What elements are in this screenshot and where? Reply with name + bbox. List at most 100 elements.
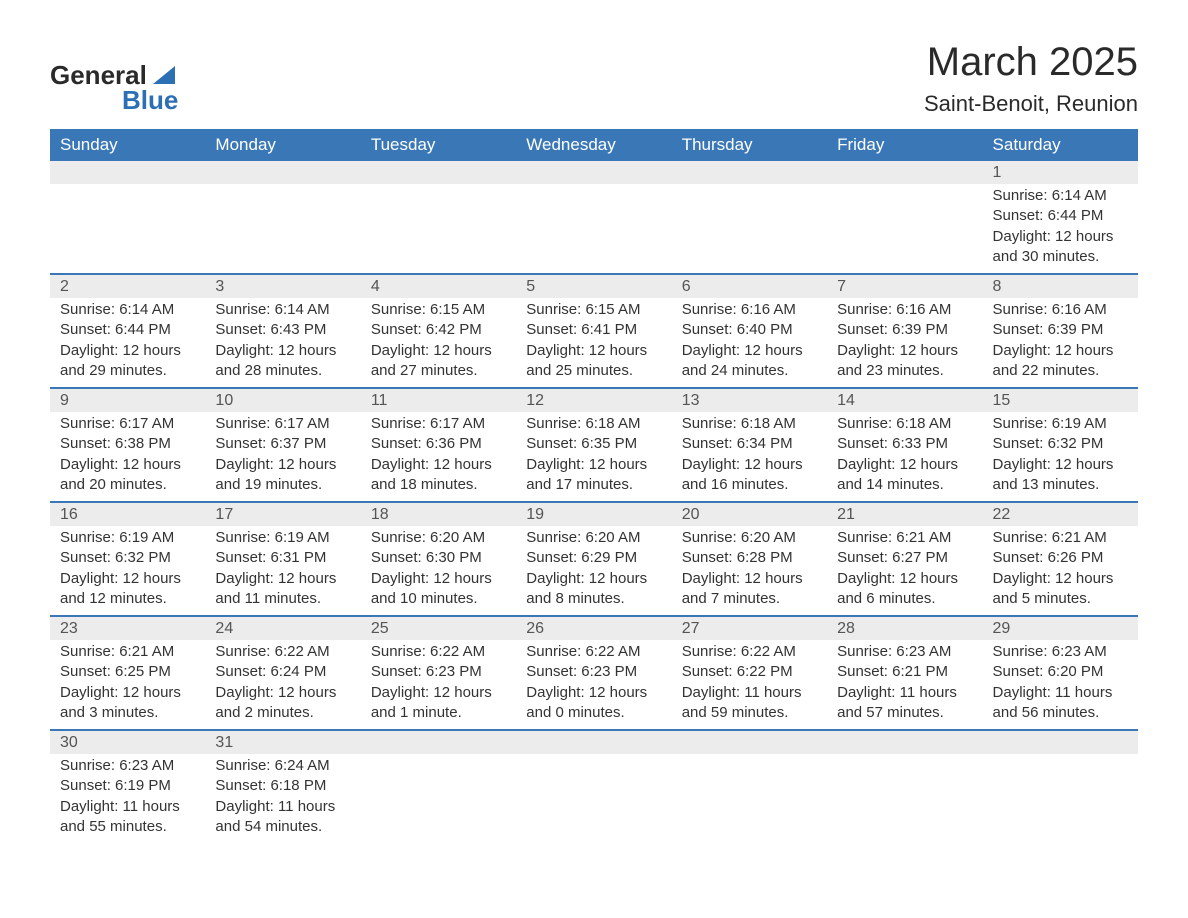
sunrise-text: Sunrise: 6:18 AM	[837, 414, 972, 434]
page-title: March 2025	[924, 40, 1138, 85]
sunset-text: Sunset: 6:34 PM	[682, 434, 817, 454]
sunset-text: Sunset: 6:41 PM	[526, 320, 661, 340]
daylight-text: Daylight: 12 hours and 24 minutes.	[682, 341, 817, 382]
day-detail-row: Sunrise: 6:17 AMSunset: 6:38 PMDaylight:…	[50, 412, 1138, 502]
day-details: Sunrise: 6:23 AMSunset: 6:21 PMDaylight:…	[827, 640, 982, 730]
day-header: Friday	[827, 129, 982, 161]
day-header: Sunday	[50, 129, 205, 161]
calendar-table: Sunday Monday Tuesday Wednesday Thursday…	[50, 129, 1138, 843]
sunrise-text: Sunrise: 6:15 AM	[371, 300, 506, 320]
sunrise-text: Sunrise: 6:14 AM	[993, 186, 1128, 206]
day-number	[205, 161, 360, 184]
day-details: Sunrise: 6:14 AMSunset: 6:43 PMDaylight:…	[205, 298, 360, 388]
day-number	[361, 161, 516, 184]
day-number-row: 23242526272829	[50, 616, 1138, 640]
sunrise-text: Sunrise: 6:22 AM	[526, 642, 661, 662]
sunrise-text: Sunrise: 6:17 AM	[60, 414, 195, 434]
sunrise-text: Sunrise: 6:23 AM	[837, 642, 972, 662]
day-number: 30	[50, 730, 205, 754]
sunset-text: Sunset: 6:39 PM	[993, 320, 1128, 340]
day-header: Wednesday	[516, 129, 671, 161]
day-number	[516, 161, 671, 184]
day-details: Sunrise: 6:18 AMSunset: 6:34 PMDaylight:…	[672, 412, 827, 502]
day-details: Sunrise: 6:14 AMSunset: 6:44 PMDaylight:…	[983, 184, 1138, 274]
sunrise-text: Sunrise: 6:20 AM	[371, 528, 506, 548]
sunrise-text: Sunrise: 6:16 AM	[837, 300, 972, 320]
day-number: 8	[983, 274, 1138, 298]
sunrise-text: Sunrise: 6:16 AM	[993, 300, 1128, 320]
day-details: Sunrise: 6:17 AMSunset: 6:38 PMDaylight:…	[50, 412, 205, 502]
sunset-text: Sunset: 6:18 PM	[215, 776, 350, 796]
daylight-text: Daylight: 12 hours and 27 minutes.	[371, 341, 506, 382]
day-details: Sunrise: 6:14 AMSunset: 6:44 PMDaylight:…	[50, 298, 205, 388]
day-details: Sunrise: 6:19 AMSunset: 6:32 PMDaylight:…	[983, 412, 1138, 502]
day-details: Sunrise: 6:17 AMSunset: 6:36 PMDaylight:…	[361, 412, 516, 502]
day-number: 9	[50, 388, 205, 412]
day-number: 23	[50, 616, 205, 640]
title-block: March 2025 Saint-Benoit, Reunion	[924, 40, 1138, 117]
day-number: 19	[516, 502, 671, 526]
day-number: 21	[827, 502, 982, 526]
sunset-text: Sunset: 6:27 PM	[837, 548, 972, 568]
daylight-text: Daylight: 12 hours and 5 minutes.	[993, 569, 1128, 610]
sunset-text: Sunset: 6:23 PM	[371, 662, 506, 682]
daylight-text: Daylight: 12 hours and 10 minutes.	[371, 569, 506, 610]
daylight-text: Daylight: 12 hours and 19 minutes.	[215, 455, 350, 496]
day-details	[361, 184, 516, 274]
day-details: Sunrise: 6:22 AMSunset: 6:23 PMDaylight:…	[516, 640, 671, 730]
daylight-text: Daylight: 12 hours and 14 minutes.	[837, 455, 972, 496]
sunset-text: Sunset: 6:29 PM	[526, 548, 661, 568]
day-details: Sunrise: 6:22 AMSunset: 6:22 PMDaylight:…	[672, 640, 827, 730]
day-number: 2	[50, 274, 205, 298]
sunrise-text: Sunrise: 6:22 AM	[682, 642, 817, 662]
daylight-text: Daylight: 12 hours and 17 minutes.	[526, 455, 661, 496]
sunset-text: Sunset: 6:37 PM	[215, 434, 350, 454]
daylight-text: Daylight: 12 hours and 0 minutes.	[526, 683, 661, 724]
day-details	[672, 754, 827, 843]
day-details: Sunrise: 6:23 AMSunset: 6:19 PMDaylight:…	[50, 754, 205, 843]
daylight-text: Daylight: 12 hours and 18 minutes.	[371, 455, 506, 496]
sunrise-text: Sunrise: 6:24 AM	[215, 756, 350, 776]
logo-triangle-icon	[153, 66, 175, 84]
daylight-text: Daylight: 12 hours and 23 minutes.	[837, 341, 972, 382]
day-detail-row: Sunrise: 6:14 AMSunset: 6:44 PMDaylight:…	[50, 298, 1138, 388]
day-details: Sunrise: 6:16 AMSunset: 6:40 PMDaylight:…	[672, 298, 827, 388]
sunset-text: Sunset: 6:26 PM	[993, 548, 1128, 568]
day-header: Tuesday	[361, 129, 516, 161]
day-details	[361, 754, 516, 843]
daylight-text: Daylight: 12 hours and 11 minutes.	[215, 569, 350, 610]
logo-word2: Blue	[122, 85, 178, 116]
daylight-text: Daylight: 12 hours and 1 minute.	[371, 683, 506, 724]
daylight-text: Daylight: 12 hours and 7 minutes.	[682, 569, 817, 610]
sunset-text: Sunset: 6:32 PM	[60, 548, 195, 568]
daylight-text: Daylight: 12 hours and 2 minutes.	[215, 683, 350, 724]
daylight-text: Daylight: 12 hours and 3 minutes.	[60, 683, 195, 724]
day-details: Sunrise: 6:21 AMSunset: 6:25 PMDaylight:…	[50, 640, 205, 730]
logo: General Blue	[50, 60, 178, 116]
day-details: Sunrise: 6:16 AMSunset: 6:39 PMDaylight:…	[983, 298, 1138, 388]
day-details: Sunrise: 6:20 AMSunset: 6:29 PMDaylight:…	[516, 526, 671, 616]
sunset-text: Sunset: 6:42 PM	[371, 320, 506, 340]
daylight-text: Daylight: 11 hours and 54 minutes.	[215, 797, 350, 838]
day-number: 20	[672, 502, 827, 526]
day-number-row: 3031	[50, 730, 1138, 754]
day-details	[205, 184, 360, 274]
day-number	[50, 161, 205, 184]
day-number: 5	[516, 274, 671, 298]
day-number-row: 2345678	[50, 274, 1138, 298]
day-detail-row: Sunrise: 6:14 AMSunset: 6:44 PMDaylight:…	[50, 184, 1138, 274]
sunrise-text: Sunrise: 6:23 AM	[60, 756, 195, 776]
day-number	[827, 730, 982, 754]
day-details	[50, 184, 205, 274]
sunrise-text: Sunrise: 6:14 AM	[215, 300, 350, 320]
day-details: Sunrise: 6:23 AMSunset: 6:20 PMDaylight:…	[983, 640, 1138, 730]
day-details: Sunrise: 6:18 AMSunset: 6:33 PMDaylight:…	[827, 412, 982, 502]
sunset-text: Sunset: 6:31 PM	[215, 548, 350, 568]
sunrise-text: Sunrise: 6:20 AM	[682, 528, 817, 548]
day-header: Monday	[205, 129, 360, 161]
location: Saint-Benoit, Reunion	[924, 91, 1138, 117]
day-number	[672, 730, 827, 754]
daylight-text: Daylight: 12 hours and 30 minutes.	[993, 227, 1128, 268]
day-number	[672, 161, 827, 184]
sunset-text: Sunset: 6:44 PM	[993, 206, 1128, 226]
